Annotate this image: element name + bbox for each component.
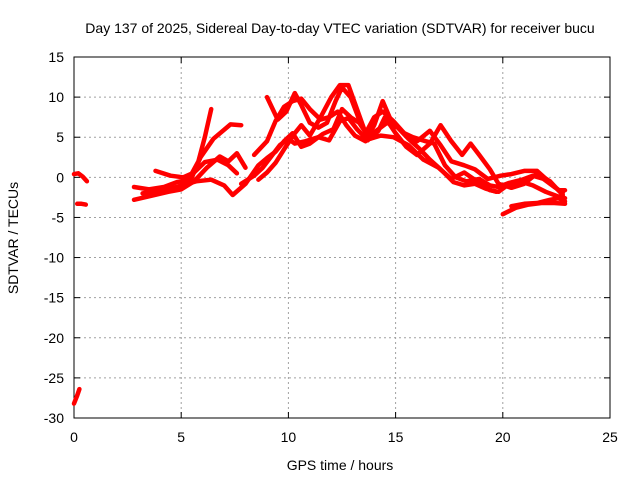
y-tick-label: 5	[56, 129, 64, 145]
y-tick-label: -5	[52, 209, 65, 225]
x-tick-label: 20	[495, 429, 511, 445]
plot-frame	[73, 56, 611, 419]
series-trace-s12	[238, 115, 499, 195]
y-tick-label: 15	[48, 49, 64, 65]
series-trace-s7	[153, 157, 240, 180]
y-tick-label: 0	[56, 169, 64, 185]
series-trace-s1	[71, 386, 82, 406]
y-tick-label: -25	[44, 370, 64, 386]
chart-title: Day 137 of 2025, Sidereal Day-to-day VTE…	[85, 20, 594, 36]
y-tick-label: -20	[44, 330, 64, 346]
y-tick-label: 10	[48, 89, 64, 105]
series-trace-s3	[74, 201, 89, 207]
x-tick-label: 0	[70, 429, 78, 445]
series-trace-s5	[131, 151, 248, 203]
series-trace-s2	[71, 171, 90, 184]
x-tick-label: 15	[388, 429, 404, 445]
series-group	[71, 82, 568, 406]
x-tick-label: 25	[602, 429, 618, 445]
series-trace-s11	[264, 85, 566, 198]
series-trace-s14	[509, 195, 568, 209]
grid	[74, 57, 610, 418]
x-axis-label: GPS time / hours	[287, 457, 394, 473]
series-trace-s4	[131, 106, 214, 192]
y-axis-label: SDTVAR / TECUs	[5, 182, 21, 294]
x-tick-label: 5	[177, 429, 185, 445]
x-tick-label: 10	[281, 429, 297, 445]
y-tick-label: -30	[44, 410, 64, 426]
y-tick-label: -15	[44, 290, 64, 306]
y-tick-label: -10	[44, 250, 64, 266]
axis-ticks: 0 5 10 15 20 25 -30 -25 -20 -15 -10 -5 0 5 10 15	[44, 49, 618, 445]
